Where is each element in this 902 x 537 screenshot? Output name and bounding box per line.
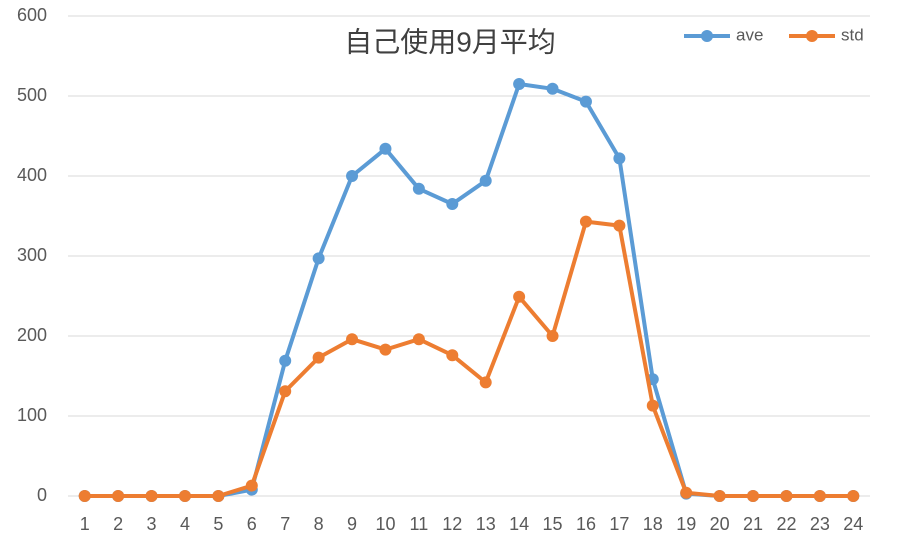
data-point	[145, 490, 158, 502]
x-tick-label: 23	[810, 514, 830, 534]
x-tick-label: 24	[843, 514, 863, 534]
y-tick-label: 100	[17, 405, 47, 425]
data-point	[446, 198, 459, 210]
legend-marker	[701, 30, 713, 42]
chart-title: 自己使用9月平均	[344, 26, 556, 57]
x-tick-label: 17	[609, 514, 629, 534]
x-tick-label: 5	[213, 514, 223, 534]
data-point	[212, 490, 225, 502]
data-point	[747, 490, 760, 502]
legend-label: std	[841, 25, 864, 44]
data-point	[780, 490, 793, 502]
x-tick-label: 11	[410, 514, 429, 534]
data-point	[713, 490, 726, 502]
x-tick-label: 19	[676, 514, 696, 534]
data-point	[312, 351, 325, 364]
x-tick-label: 4	[180, 514, 190, 534]
series-line	[84, 219, 854, 498]
x-tick-label: 7	[280, 514, 290, 534]
data-point	[312, 252, 325, 265]
y-tick-label: 500	[17, 85, 47, 105]
data-point	[613, 152, 626, 165]
data-point	[813, 490, 826, 502]
y-tick-label: 300	[17, 245, 47, 265]
data-point	[646, 399, 659, 412]
data-point	[379, 142, 392, 155]
x-tick-label: 22	[776, 514, 796, 534]
x-tick-label: 20	[710, 514, 730, 534]
data-point	[613, 219, 626, 232]
data-point	[412, 333, 425, 346]
data-point	[78, 490, 91, 502]
data-point	[680, 486, 693, 499]
data-point	[479, 376, 492, 389]
y-tick-label: 600	[17, 5, 47, 25]
data-point	[513, 78, 526, 90]
data-point	[379, 343, 392, 356]
data-point	[245, 479, 258, 492]
data-point	[546, 330, 559, 342]
x-tick-label: 13	[476, 514, 496, 534]
data-point	[112, 490, 125, 502]
y-tick-label: 200	[17, 325, 47, 345]
legend-marker	[806, 30, 818, 42]
data-point	[346, 333, 359, 346]
x-tick-label: 3	[147, 514, 157, 534]
data-point	[279, 354, 292, 367]
data-point	[346, 170, 359, 182]
data-point	[446, 349, 459, 362]
x-tick-label: 9	[347, 514, 357, 534]
data-point	[513, 290, 526, 303]
data-point	[579, 215, 592, 228]
x-tick-label: 18	[643, 514, 663, 534]
data-point	[279, 385, 292, 398]
data-point	[579, 95, 592, 108]
data-point	[412, 182, 425, 195]
x-tick-label: 2	[113, 514, 123, 534]
x-tick-label: 12	[442, 514, 462, 534]
y-tick-label: 400	[17, 165, 47, 185]
data-point	[479, 174, 492, 187]
x-tick-label: 14	[509, 514, 529, 534]
x-tick-label: 8	[314, 514, 324, 534]
y-tick-label: 0	[37, 485, 47, 505]
x-tick-label: 21	[743, 514, 763, 534]
x-tick-label: 16	[576, 514, 596, 534]
data-point	[847, 490, 860, 502]
x-tick-label: 6	[247, 514, 257, 534]
x-tick-label: 15	[543, 514, 563, 534]
x-tick-label: 1	[80, 514, 90, 534]
legend-label: ave	[736, 25, 763, 44]
data-point	[546, 82, 559, 95]
data-point	[178, 490, 191, 502]
x-tick-label: 10	[375, 514, 395, 534]
series-line	[84, 82, 854, 498]
